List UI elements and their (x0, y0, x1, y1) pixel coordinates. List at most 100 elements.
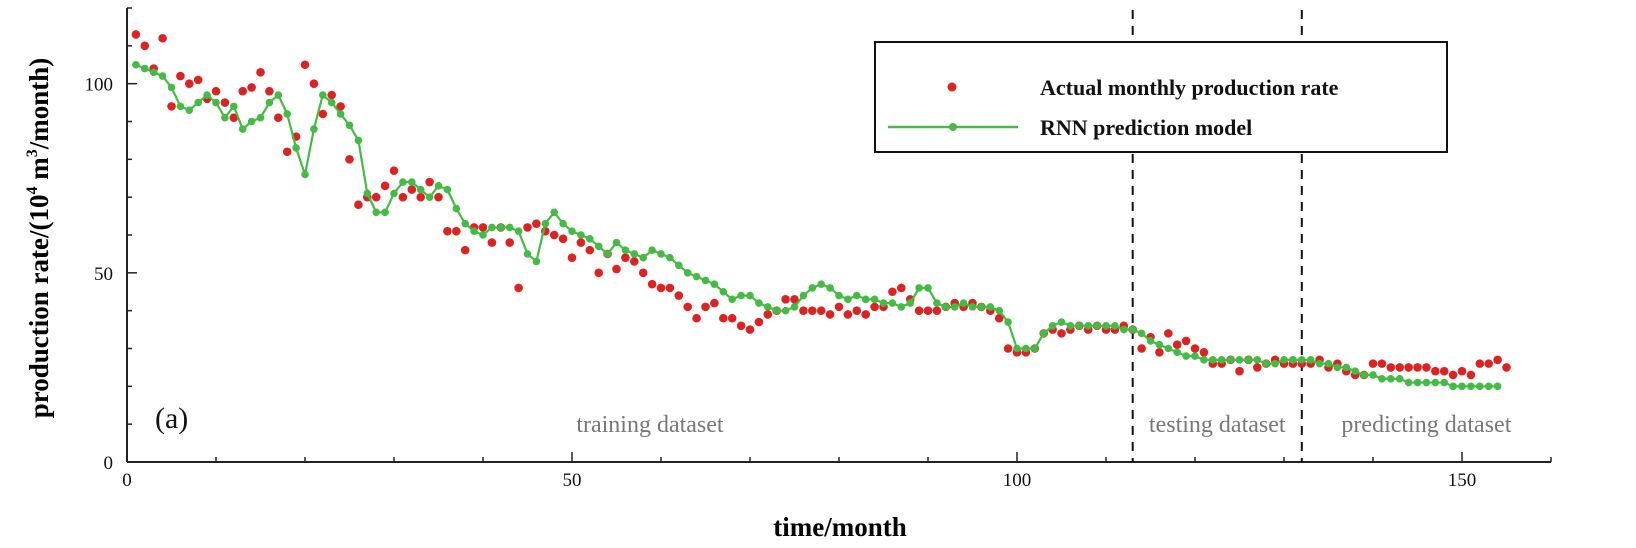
actual-point (371, 192, 381, 202)
rnn-point (1209, 356, 1217, 364)
rnn-point (1226, 356, 1235, 364)
actual-point (843, 310, 853, 319)
actual-point (460, 245, 470, 255)
rnn-point (577, 231, 585, 239)
actual-point (345, 155, 354, 164)
actual-point (567, 253, 577, 262)
rnn-point (532, 257, 541, 266)
region-label-1: training dataset (576, 412, 724, 438)
actual-point (665, 283, 675, 293)
rnn-point (764, 303, 772, 311)
region-labels: training dataset testing dataset predictin… (576, 10, 1512, 462)
actual-point (327, 90, 337, 100)
rnn-point (550, 208, 558, 217)
rnn-point (1440, 378, 1448, 387)
rnn-point (1093, 322, 1101, 330)
rnn-point (1369, 371, 1377, 379)
rnn-point (1378, 374, 1386, 383)
actual-point (1003, 344, 1013, 353)
actual-point (1475, 359, 1485, 368)
rnn-point (1395, 374, 1404, 383)
rnn-point (1128, 325, 1137, 334)
actual-point (1190, 344, 1200, 353)
rnn-point (1155, 340, 1164, 349)
actual-point (407, 185, 417, 194)
rnn-point (301, 170, 309, 179)
series-rnn (132, 60, 1502, 391)
rnn-point (310, 125, 318, 133)
rnn-point (1022, 344, 1030, 353)
actual-point (309, 79, 319, 88)
rnn-point (141, 64, 149, 73)
rnn-point (1111, 322, 1119, 330)
rnn-point (408, 178, 416, 186)
rnn-point (354, 136, 363, 145)
actual-point (736, 321, 746, 331)
rnn-point (719, 287, 728, 296)
actual-point (897, 283, 906, 293)
rnn-point (1422, 378, 1431, 387)
rnn-point (149, 68, 158, 77)
rnn-point (452, 204, 461, 213)
actual-point (612, 264, 621, 274)
legend-box (874, 41, 1448, 153)
series-layer (131, 30, 1511, 391)
actual-point (994, 313, 1004, 323)
rnn-point (906, 299, 914, 307)
rnn-point (1075, 322, 1084, 330)
rnn-point (657, 250, 665, 258)
actual-point (1181, 336, 1191, 346)
rnn-point (1120, 325, 1128, 334)
rnn-point (523, 250, 532, 258)
rnn-point (1262, 359, 1270, 368)
y-axis-title-exp1: 4 (24, 187, 41, 195)
actual-point (389, 166, 399, 175)
rnn-point (853, 291, 861, 300)
actual-point (185, 79, 194, 88)
actual-point (238, 86, 247, 96)
rnn-point (505, 223, 514, 232)
rnn-point (995, 306, 1003, 315)
rnn-point (1173, 348, 1181, 357)
rnn-point (1200, 356, 1208, 364)
rnn-point (683, 269, 692, 277)
rnn-point (1191, 352, 1199, 360)
actual-point (674, 291, 684, 300)
rnn-point (737, 291, 745, 300)
rnn-point (959, 299, 968, 307)
rnn-series-line (135, 63, 1498, 388)
rnn-point (781, 306, 790, 315)
actual-point (140, 41, 150, 51)
actual-point (710, 298, 719, 308)
rnn-point (1298, 356, 1306, 364)
rnn-point (648, 246, 656, 254)
actual-point (870, 302, 879, 312)
rnn-point (336, 110, 345, 118)
actual-point (434, 192, 443, 202)
actual-point (256, 68, 265, 77)
actual-point (719, 313, 728, 323)
rnn-point (621, 246, 630, 254)
rnn-point (514, 227, 523, 236)
rnn-point (746, 291, 754, 300)
rnn-point (817, 280, 825, 288)
actual-point (514, 283, 523, 293)
rnn-point (1324, 359, 1333, 368)
rnn-point (256, 113, 265, 122)
rnn-point (1031, 344, 1039, 353)
actual-point (1235, 366, 1244, 376)
rnn-point (479, 231, 487, 239)
rnn-point (1004, 318, 1012, 326)
actual-point (265, 86, 274, 96)
y-axis-title-end: /month) (24, 58, 54, 151)
actual-point (763, 310, 773, 319)
rnn-point (968, 303, 977, 311)
rnn-point (381, 208, 389, 217)
rnn-point (1253, 356, 1262, 364)
y-tick-label: 0 (104, 453, 114, 474)
rnn-point (559, 219, 567, 228)
actual-point (354, 200, 363, 210)
rnn-point (1146, 337, 1155, 345)
rnn-point (808, 284, 817, 292)
